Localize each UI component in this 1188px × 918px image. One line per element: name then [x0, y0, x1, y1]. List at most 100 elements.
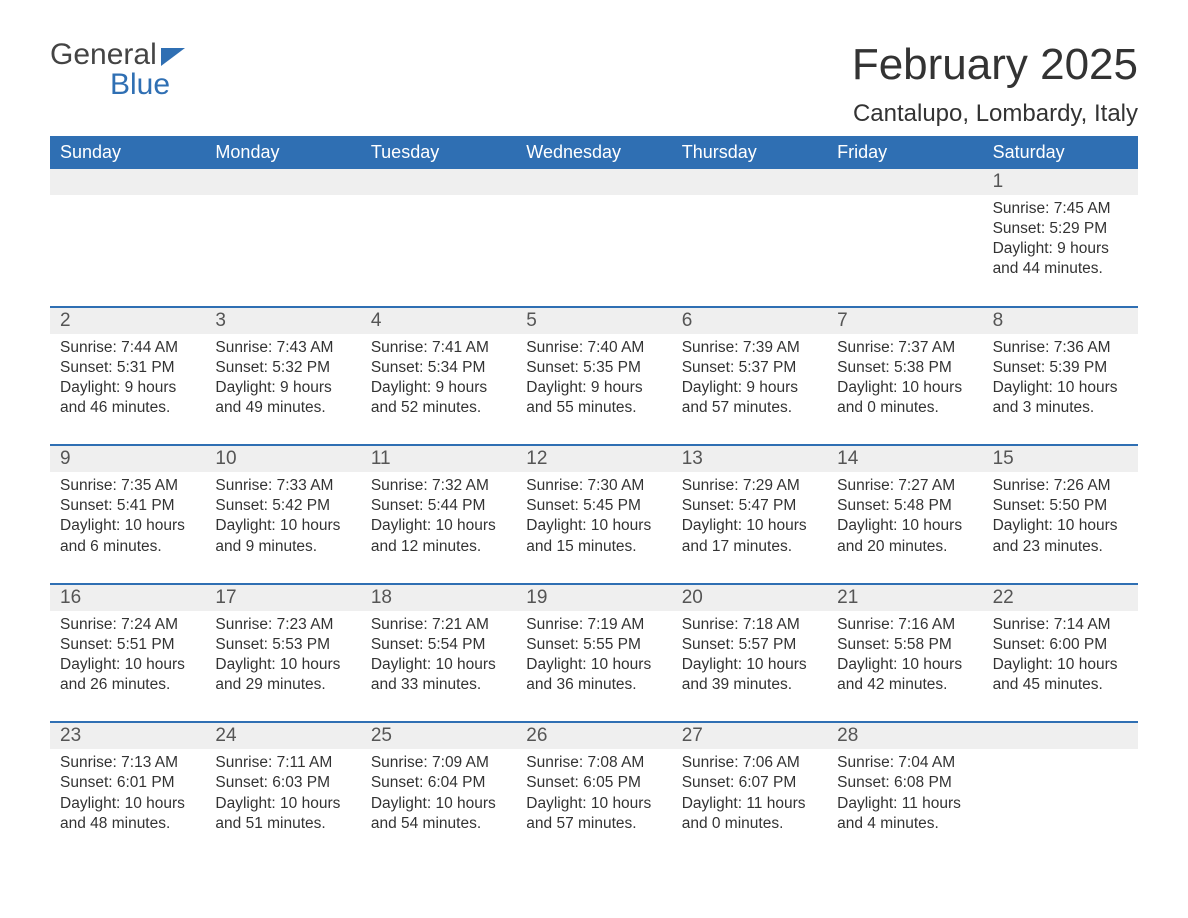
daylight-text: Daylight: 11 hours and 0 minutes.	[682, 794, 817, 834]
sunset-text: Sunset: 5:47 PM	[682, 496, 817, 516]
calendar-day-cell: Sunrise: 7:40 AMSunset: 5:35 PMDaylight:…	[516, 334, 671, 427]
sunset-text: Sunset: 6:04 PM	[371, 773, 506, 793]
day-number	[205, 169, 360, 195]
day-number: 2	[50, 308, 205, 334]
day-number: 9	[50, 446, 205, 472]
calendar-day-cell: Sunrise: 7:04 AMSunset: 6:08 PMDaylight:…	[827, 749, 982, 842]
day-number: 4	[361, 308, 516, 334]
sunrise-text: Sunrise: 7:33 AM	[215, 476, 350, 496]
sunset-text: Sunset: 5:44 PM	[371, 496, 506, 516]
calendar-day-cell: Sunrise: 7:16 AMSunset: 5:58 PMDaylight:…	[827, 611, 982, 704]
sunrise-text: Sunrise: 7:11 AM	[215, 753, 350, 773]
sunrise-text: Sunrise: 7:16 AM	[837, 615, 972, 635]
sunrise-text: Sunrise: 7:37 AM	[837, 338, 972, 358]
sunset-text: Sunset: 5:34 PM	[371, 358, 506, 378]
calendar-day-cell: Sunrise: 7:43 AMSunset: 5:32 PMDaylight:…	[205, 334, 360, 427]
sunset-text: Sunset: 5:54 PM	[371, 635, 506, 655]
day-number: 17	[205, 585, 360, 611]
day-number: 8	[983, 308, 1138, 334]
daylight-text: Daylight: 9 hours and 44 minutes.	[993, 239, 1128, 279]
sunrise-text: Sunrise: 7:18 AM	[682, 615, 817, 635]
day-number: 21	[827, 585, 982, 611]
day-number	[361, 169, 516, 195]
calendar-week-row: 1Sunrise: 7:45 AMSunset: 5:29 PMDaylight…	[50, 169, 1138, 288]
daylight-text: Daylight: 9 hours and 46 minutes.	[60, 378, 195, 418]
daylight-text: Daylight: 10 hours and 45 minutes.	[993, 655, 1128, 695]
daylight-text: Daylight: 11 hours and 4 minutes.	[837, 794, 972, 834]
calendar-day-cell: Sunrise: 7:11 AMSunset: 6:03 PMDaylight:…	[205, 749, 360, 842]
sunrise-text: Sunrise: 7:14 AM	[993, 615, 1128, 635]
sunset-text: Sunset: 5:38 PM	[837, 358, 972, 378]
calendar-day-cell: Sunrise: 7:30 AMSunset: 5:45 PMDaylight:…	[516, 472, 671, 565]
calendar-day-cell: Sunrise: 7:13 AMSunset: 6:01 PMDaylight:…	[50, 749, 205, 842]
day-of-week-header: Tuesday	[361, 136, 516, 169]
sunset-text: Sunset: 5:29 PM	[993, 219, 1128, 239]
calendar-day-cell: Sunrise: 7:36 AMSunset: 5:39 PMDaylight:…	[983, 334, 1138, 427]
daylight-text: Daylight: 10 hours and 3 minutes.	[993, 378, 1128, 418]
daylight-text: Daylight: 9 hours and 52 minutes.	[371, 378, 506, 418]
daylight-text: Daylight: 10 hours and 51 minutes.	[215, 794, 350, 834]
daylight-text: Daylight: 9 hours and 55 minutes.	[526, 378, 661, 418]
logo: General Blue	[50, 40, 185, 100]
day-number: 11	[361, 446, 516, 472]
day-number	[516, 169, 671, 195]
day-number	[983, 723, 1138, 749]
sunrise-text: Sunrise: 7:04 AM	[837, 753, 972, 773]
day-number: 5	[516, 308, 671, 334]
calendar-day-cell: Sunrise: 7:08 AMSunset: 6:05 PMDaylight:…	[516, 749, 671, 842]
day-number: 23	[50, 723, 205, 749]
calendar-day-cell: Sunrise: 7:26 AMSunset: 5:50 PMDaylight:…	[983, 472, 1138, 565]
daylight-text: Daylight: 10 hours and 15 minutes.	[526, 516, 661, 556]
day-of-week-header: Thursday	[672, 136, 827, 169]
sunset-text: Sunset: 5:42 PM	[215, 496, 350, 516]
calendar-day-cell	[361, 195, 516, 288]
sunrise-text: Sunrise: 7:45 AM	[993, 199, 1128, 219]
day-number: 26	[516, 723, 671, 749]
daylight-text: Daylight: 10 hours and 33 minutes.	[371, 655, 506, 695]
day-number: 22	[983, 585, 1138, 611]
day-number: 13	[672, 446, 827, 472]
calendar-day-cell: Sunrise: 7:24 AMSunset: 5:51 PMDaylight:…	[50, 611, 205, 704]
sunset-text: Sunset: 5:55 PM	[526, 635, 661, 655]
calendar-week-row: 9101112131415Sunrise: 7:35 AMSunset: 5:4…	[50, 444, 1138, 565]
sunset-text: Sunset: 5:57 PM	[682, 635, 817, 655]
calendar-day-cell	[983, 749, 1138, 842]
day-number-strip: 232425262728	[50, 723, 1138, 749]
sunrise-text: Sunrise: 7:41 AM	[371, 338, 506, 358]
sunset-text: Sunset: 5:58 PM	[837, 635, 972, 655]
sunrise-text: Sunrise: 7:30 AM	[526, 476, 661, 496]
calendar-day-cell	[205, 195, 360, 288]
sunset-text: Sunset: 6:03 PM	[215, 773, 350, 793]
calendar-day-cell: Sunrise: 7:39 AMSunset: 5:37 PMDaylight:…	[672, 334, 827, 427]
calendar-week-row: 2345678Sunrise: 7:44 AMSunset: 5:31 PMDa…	[50, 306, 1138, 427]
day-of-week-header: Wednesday	[516, 136, 671, 169]
daylight-text: Daylight: 10 hours and 36 minutes.	[526, 655, 661, 695]
day-number: 3	[205, 308, 360, 334]
calendar-day-cell: Sunrise: 7:37 AMSunset: 5:38 PMDaylight:…	[827, 334, 982, 427]
sunset-text: Sunset: 6:05 PM	[526, 773, 661, 793]
calendar-day-cell: Sunrise: 7:06 AMSunset: 6:07 PMDaylight:…	[672, 749, 827, 842]
sunset-text: Sunset: 5:32 PM	[215, 358, 350, 378]
calendar-day-cell	[827, 195, 982, 288]
day-of-week-header: Monday	[205, 136, 360, 169]
sunrise-text: Sunrise: 7:35 AM	[60, 476, 195, 496]
sunset-text: Sunset: 5:50 PM	[993, 496, 1128, 516]
daylight-text: Daylight: 10 hours and 23 minutes.	[993, 516, 1128, 556]
day-number: 19	[516, 585, 671, 611]
calendar: SundayMondayTuesdayWednesdayThursdayFrid…	[50, 136, 1138, 842]
day-number: 6	[672, 308, 827, 334]
calendar-day-cell: Sunrise: 7:21 AMSunset: 5:54 PMDaylight:…	[361, 611, 516, 704]
sunrise-text: Sunrise: 7:24 AM	[60, 615, 195, 635]
sunset-text: Sunset: 6:07 PM	[682, 773, 817, 793]
logo-triangle-icon	[161, 48, 185, 66]
calendar-day-cell: Sunrise: 7:33 AMSunset: 5:42 PMDaylight:…	[205, 472, 360, 565]
sunset-text: Sunset: 6:01 PM	[60, 773, 195, 793]
calendar-day-cell: Sunrise: 7:45 AMSunset: 5:29 PMDaylight:…	[983, 195, 1138, 288]
sunrise-text: Sunrise: 7:06 AM	[682, 753, 817, 773]
day-number	[672, 169, 827, 195]
sunset-text: Sunset: 5:53 PM	[215, 635, 350, 655]
sunrise-text: Sunrise: 7:43 AM	[215, 338, 350, 358]
sunrise-text: Sunrise: 7:09 AM	[371, 753, 506, 773]
calendar-day-cell: Sunrise: 7:32 AMSunset: 5:44 PMDaylight:…	[361, 472, 516, 565]
day-of-week-header: Saturday	[983, 136, 1138, 169]
